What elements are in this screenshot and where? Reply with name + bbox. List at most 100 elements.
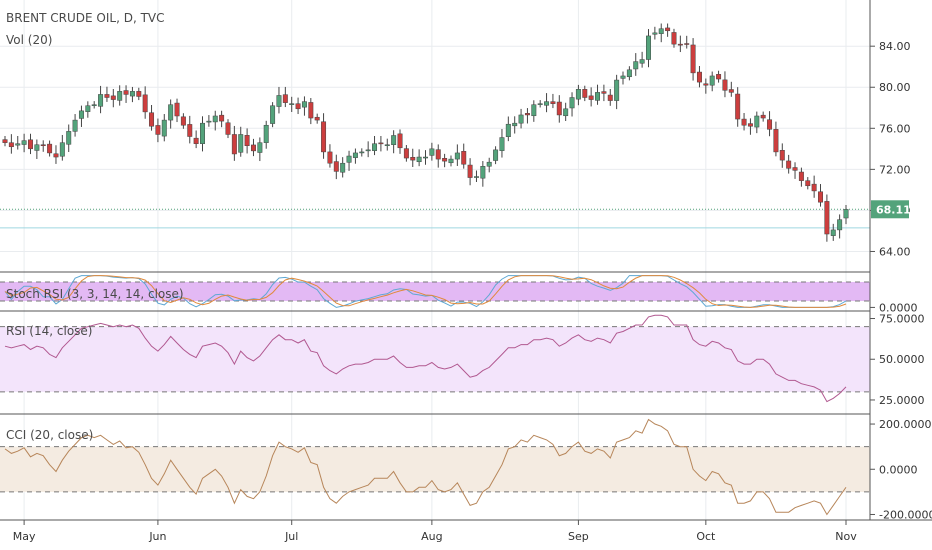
candle-body [391,135,397,145]
candle-body [588,95,594,100]
candle-body [493,149,499,161]
candle-body [403,148,409,159]
stoch-d-line [4,275,847,308]
x-tick-label: Jul [284,530,298,543]
x-tick-label: Sep [568,530,589,543]
y-tick-label: -200.0000 [879,508,932,521]
candle-body [200,122,205,144]
candle-body [665,27,671,32]
candle-body [289,103,295,105]
candle-body [830,229,836,236]
x-axis[interactable]: May Jun Jul Aug Sep Oct Nov [13,520,857,543]
chart-title: BRENT CRUDE OIL, D, TVC [6,11,165,25]
y-tick-label: 200.0000 [879,418,932,431]
candle-body [716,74,722,80]
candle-body [72,119,78,132]
y-tick-label: 25.0000 [879,394,925,407]
candle-body [282,94,288,103]
stoch-rsi-label: Stoch RSI (3, 3, 14, 14, close) [6,287,184,301]
candle-body [40,144,46,147]
candle-body [219,114,225,122]
candle-body [270,105,276,124]
candle-body [397,133,403,149]
candle-body [231,134,237,155]
candle-body [410,156,416,161]
candle-body [352,152,358,158]
y-tick-label: 80.00 [879,81,911,94]
x-tick-label: Nov [835,530,857,543]
candle-body [837,219,843,231]
candle-body [365,149,371,152]
candle-body [709,75,715,86]
candle-body [314,116,320,121]
candle-body [658,28,664,34]
candle-body [295,103,301,110]
candle-body [767,119,773,130]
candle-body [193,137,199,144]
candle-body [786,160,792,169]
candle-body [85,105,91,112]
candle-body [276,95,282,107]
candle-body [47,143,53,154]
candle-body [142,94,148,113]
candle-body [818,191,823,203]
candle-body [486,161,492,167]
candle-body [843,209,849,219]
candle-body [754,115,760,128]
candle-body [531,104,537,117]
candle-body [225,122,231,135]
candle-body [257,142,263,153]
candle-body [454,152,460,160]
candle-body [550,101,556,104]
candle-body [8,142,14,148]
candle-body [448,158,454,164]
candle-body [728,89,734,93]
candle-body [416,156,422,163]
candle-body [378,142,384,145]
candle-body [136,91,142,97]
candle-body [28,139,33,150]
candle-body [161,119,167,137]
price-plot[interactable] [0,0,870,272]
candle-body [104,94,110,98]
candle-body [250,144,256,152]
candles [2,23,849,242]
candle-body [168,104,174,121]
candle-body [244,135,250,147]
candle-body [327,151,333,164]
candle-body [467,164,473,178]
candle-body [429,148,435,156]
candle-body [544,101,550,106]
y-axis[interactable]: 84.0080.0076.0072.0068.0064.000.000075.0… [870,40,932,521]
candle-body [423,156,428,159]
candle-body [626,69,632,78]
candle-body [308,102,314,119]
candle-body [652,32,658,35]
candle-body [149,112,155,127]
candle-body [747,123,753,127]
last-price-value: 68.11 [876,203,911,216]
candle-body [15,143,21,146]
rsi-band [0,326,870,392]
candle-body [735,93,741,120]
candle-body [607,94,613,101]
y-tick-label: 0.0000 [879,463,918,476]
candle-body [703,83,709,86]
candle-body [601,91,607,94]
candle-body [595,92,601,101]
candle-body [575,89,581,100]
candle-body [174,102,180,117]
candle-body [792,167,798,171]
candle-body [677,43,683,46]
candle-body [582,89,588,98]
candle-body [187,124,193,137]
stoch-band [0,281,870,302]
candle-body [639,59,645,64]
candle-body [614,79,620,101]
candle-body [53,153,59,158]
candle-body [518,114,524,124]
candle-body [263,124,269,143]
candle-body [34,144,40,151]
candle-body [346,155,352,163]
